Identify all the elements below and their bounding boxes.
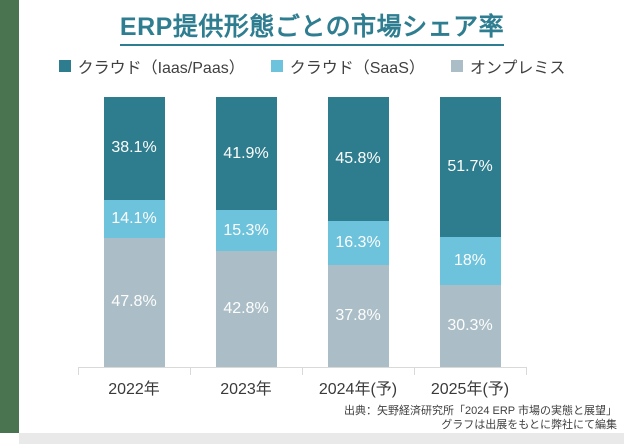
legend-item-iaas-paas: クラウド（Iaas/Paas）	[58, 54, 245, 78]
bar-column-2025年(予): 51.7% 18% 30.3%	[439, 97, 501, 367]
bar-segment: 41.9%	[215, 97, 277, 211]
legend-label-iaas-paas: クラウド（Iaas/Paas）	[77, 60, 245, 77]
bar-value-label: 51.7%	[447, 157, 493, 175]
x-axis-label: 2025年(予)	[430, 381, 510, 398]
source-note: 出典：矢野経済研究所「2024 ERP 市場の実態と展望」 グラフは出展をもとに…	[344, 404, 617, 432]
bar-segment: 51.7%	[439, 97, 501, 237]
bar-value-label: 47.8%	[111, 293, 157, 311]
x-axis-tick	[526, 367, 527, 375]
legend-swatch-onpremise	[450, 60, 463, 72]
x-axis-label: 2022年	[108, 381, 160, 398]
bar-segment: 37.8%	[327, 264, 389, 367]
bar-column-2023年: 41.9% 15.3% 42.8%	[215, 97, 277, 367]
bar-column-2022年: 38.1% 14.1% 47.8%	[103, 97, 165, 367]
x-axis-label: 2024年(予)	[318, 381, 398, 398]
bar-segment: 45.8%	[327, 97, 389, 221]
bar-segment: 47.8%	[103, 237, 165, 367]
legend-label-saas: クラウド（SaaS）	[289, 60, 425, 77]
legend-swatch-iaas-paas	[58, 60, 71, 72]
bar-segment: 18%	[439, 236, 501, 286]
chart-title: ERP提供形態ごとの市場シェア率	[0, 7, 624, 46]
bar-value-label: 37.8%	[335, 306, 381, 324]
bar-value-label: 45.8%	[335, 149, 381, 167]
x-axis-tick	[302, 367, 303, 375]
bar-column-2024年(予): 45.8% 16.3% 37.8%	[327, 97, 389, 367]
bar-value-label: 41.9%	[223, 144, 269, 162]
source-line-1: 出典：矢野経済研究所「2024 ERP 市場の実態と展望」	[343, 405, 617, 417]
bar-segment: 16.3%	[327, 220, 389, 265]
source-line-2: グラフは出展をもとに弊社にて編集	[441, 419, 617, 431]
bar-value-label: 42.8%	[223, 300, 269, 318]
legend-label-onpremise: オンプレミス	[469, 60, 566, 77]
chart-title-text: ERP提供形態ごとの市場シェア率	[119, 7, 505, 46]
bar-value-label: 15.3%	[223, 221, 269, 239]
bottom-band	[19, 433, 624, 444]
chart-legend: クラウド（Iaas/Paas） クラウド（SaaS） オンプレミス	[0, 54, 624, 78]
bar-value-label: 16.3%	[335, 233, 381, 251]
bar-segment: 15.3%	[215, 210, 277, 252]
bar-segment: 38.1%	[103, 97, 165, 200]
legend-item-saas: クラウド（SaaS）	[270, 54, 425, 78]
legend-swatch-saas	[270, 60, 283, 72]
left-accent-stripe	[0, 0, 19, 433]
bar-value-label: 38.1%	[111, 139, 157, 157]
x-axis-label: 2023年	[220, 381, 272, 398]
bar-value-label: 30.3%	[447, 317, 493, 335]
x-axis-tick	[190, 367, 191, 375]
bar-segment: 30.3%	[439, 285, 501, 367]
bar-value-label: 14.1%	[111, 209, 157, 227]
x-axis-tick	[414, 367, 415, 375]
bar-segment: 14.1%	[103, 199, 165, 238]
x-axis-tick	[78, 367, 79, 375]
bar-segment: 42.8%	[215, 251, 277, 367]
bar-value-label: 18%	[453, 251, 487, 269]
legend-item-onpremise: オンプレミス	[450, 54, 566, 78]
